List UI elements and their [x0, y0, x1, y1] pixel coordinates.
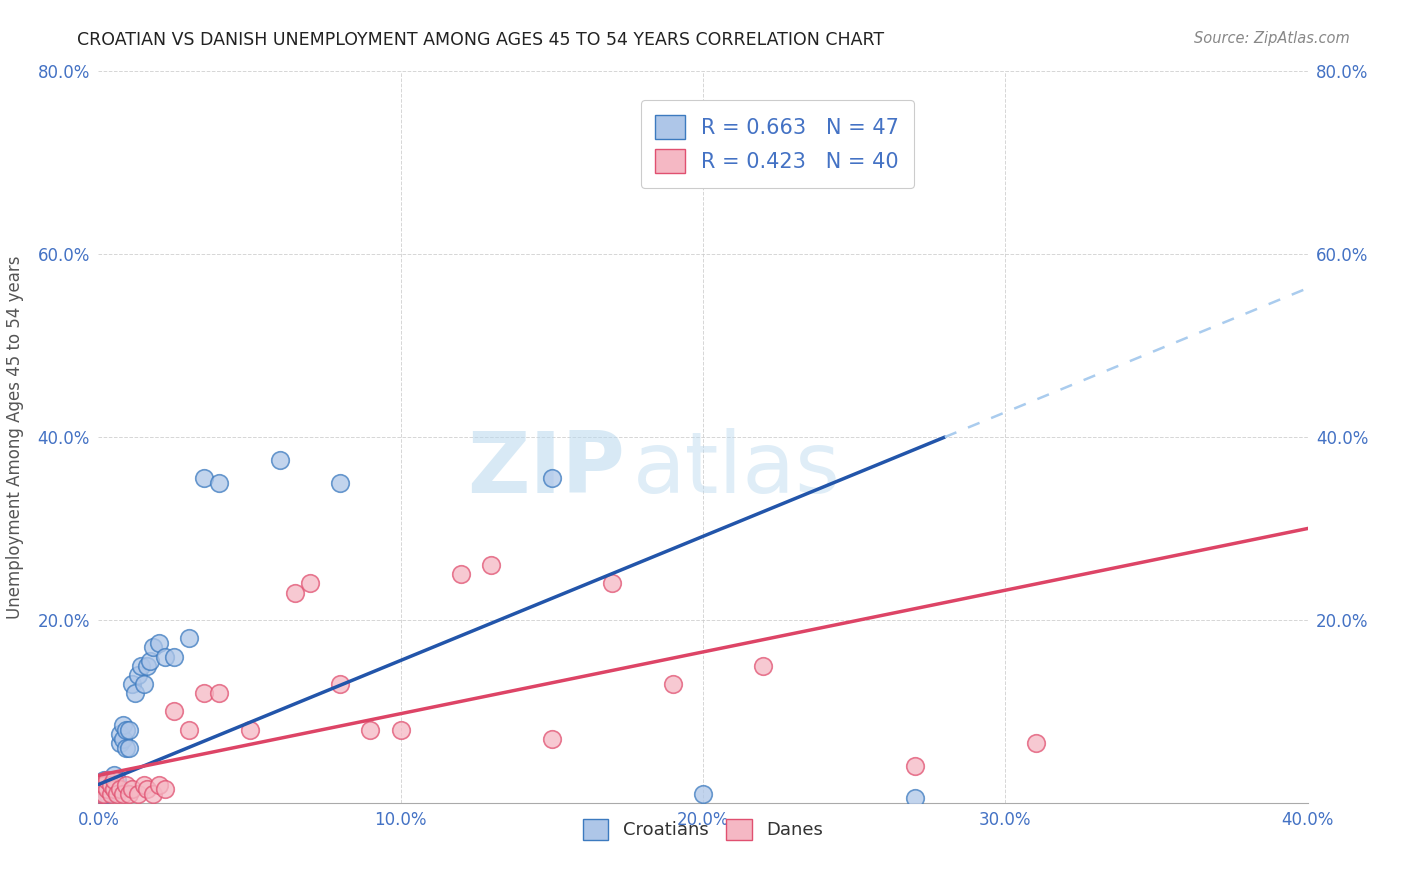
Text: atlas: atlas — [633, 428, 841, 511]
Point — [148, 636, 170, 650]
Point — [360, 723, 382, 737]
Point — [142, 640, 165, 655]
Point — [132, 677, 155, 691]
Text: Source: ZipAtlas.com: Source: ZipAtlas.com — [1194, 31, 1350, 46]
Point — [105, 772, 128, 787]
Point — [329, 677, 352, 691]
Point — [96, 782, 118, 797]
Point — [103, 772, 125, 787]
Point — [118, 740, 141, 755]
Point — [540, 731, 562, 746]
Point — [103, 768, 125, 782]
Point — [450, 567, 472, 582]
Point — [299, 576, 322, 591]
Point — [142, 787, 165, 801]
Point — [108, 736, 131, 750]
Point — [752, 658, 775, 673]
Point — [139, 654, 162, 668]
Point — [193, 686, 215, 700]
Point — [132, 778, 155, 792]
Point — [96, 778, 118, 792]
Point — [100, 772, 122, 787]
Point — [124, 686, 146, 700]
Point — [129, 658, 152, 673]
Point — [96, 787, 118, 801]
Point — [148, 778, 170, 792]
Point — [111, 718, 134, 732]
Point — [118, 723, 141, 737]
Point — [329, 475, 352, 490]
Point — [208, 475, 231, 490]
Point — [114, 723, 136, 737]
Point — [108, 727, 131, 741]
Point — [481, 558, 503, 573]
Point — [135, 658, 157, 673]
Point — [163, 705, 186, 719]
Legend: Croatians, Danes: Croatians, Danes — [574, 810, 832, 848]
Point — [100, 787, 122, 801]
Point — [127, 667, 149, 681]
Point — [239, 723, 262, 737]
Point — [135, 782, 157, 797]
Point — [179, 723, 201, 737]
Point — [96, 782, 118, 797]
Point — [153, 782, 176, 797]
Point — [108, 782, 131, 797]
Point — [602, 576, 624, 591]
Point — [269, 453, 291, 467]
Point — [93, 778, 115, 792]
Point — [127, 787, 149, 801]
Point — [208, 686, 231, 700]
Point — [103, 778, 125, 792]
Point — [193, 471, 215, 485]
Point — [93, 782, 115, 797]
Point — [93, 772, 115, 787]
Point — [105, 787, 128, 801]
Point — [93, 787, 115, 801]
Point — [904, 759, 927, 773]
Y-axis label: Unemployment Among Ages 45 to 54 years: Unemployment Among Ages 45 to 54 years — [6, 255, 24, 619]
Point — [103, 782, 125, 797]
Point — [100, 782, 122, 797]
Point — [692, 787, 714, 801]
Text: CROATIAN VS DANISH UNEMPLOYMENT AMONG AGES 45 TO 54 YEARS CORRELATION CHART: CROATIAN VS DANISH UNEMPLOYMENT AMONG AG… — [77, 31, 884, 49]
Point — [111, 787, 134, 801]
Point — [114, 778, 136, 792]
Point — [105, 782, 128, 797]
Point — [661, 677, 683, 691]
Point — [96, 772, 118, 787]
Point — [179, 632, 201, 646]
Point — [1024, 736, 1046, 750]
Point — [121, 782, 143, 797]
Point — [121, 677, 143, 691]
Point — [100, 778, 122, 792]
Point — [118, 787, 141, 801]
Point — [111, 731, 134, 746]
Point — [153, 649, 176, 664]
Point — [93, 778, 115, 792]
Point — [90, 787, 112, 801]
Text: ZIP: ZIP — [467, 428, 624, 511]
Point — [904, 791, 927, 805]
Point — [90, 787, 112, 801]
Point — [96, 772, 118, 787]
Point — [163, 649, 186, 664]
Point — [90, 782, 112, 797]
Point — [540, 471, 562, 485]
Point — [114, 740, 136, 755]
Point — [100, 778, 122, 792]
Point — [90, 778, 112, 792]
Point — [389, 723, 412, 737]
Point — [93, 787, 115, 801]
Point — [90, 778, 112, 792]
Point — [284, 585, 307, 599]
Point — [103, 772, 125, 787]
Point — [105, 778, 128, 792]
